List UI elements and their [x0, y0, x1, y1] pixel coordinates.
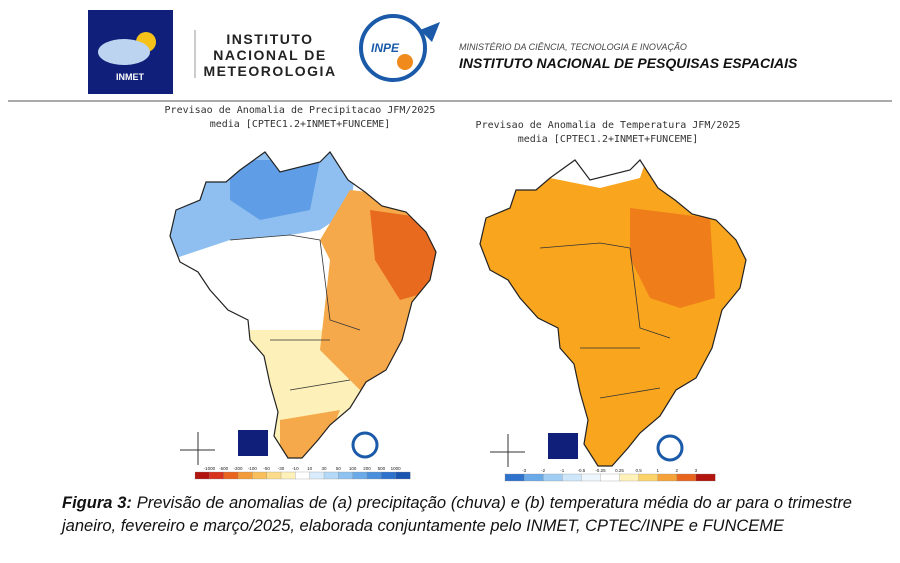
inmet-name: NACIONAL DE [213, 47, 326, 63]
inmet-name: INSTITUTO [226, 31, 313, 47]
colorbar-segment [695, 473, 716, 482]
colorbar-label: 3 [695, 468, 698, 473]
caption-label: Figura 3: [62, 494, 132, 512]
colorbar-label: 0.25 [615, 468, 624, 473]
inpe-arrow [420, 22, 440, 42]
colorbar-segment [280, 471, 296, 480]
colorbar-segment [295, 471, 311, 480]
colorbar-label: -3 [522, 468, 526, 473]
inpe-logo-text: INPE [371, 41, 400, 55]
inpe-dot [397, 54, 413, 70]
colorbar-segment [638, 473, 659, 482]
colorbar-label: 500 [378, 466, 386, 471]
temp-map [479, 159, 747, 467]
small-logos [180, 430, 684, 467]
colorbar-label: 30 [321, 466, 327, 471]
colorbar-label: -0.25 [595, 468, 606, 473]
region [370, 210, 436, 300]
colorbar-label: 10 [307, 466, 313, 471]
region [630, 208, 715, 308]
colorbar-segment [504, 473, 525, 482]
colorbar-label: -500 [219, 466, 229, 471]
colorbar-label: 1000 [391, 466, 402, 471]
colorbar-segment [194, 471, 210, 480]
colorbar-label: -100 [248, 466, 258, 471]
inmet-logo-text: INMET [116, 72, 145, 82]
colorbar-label: -200 [233, 466, 243, 471]
figure: INMET INSTITUTO NACIONAL DE METEOROLOGIA… [8, 10, 892, 482]
colorbar-segment [395, 471, 411, 480]
colorbar-label: -50 [263, 466, 270, 471]
colorbar-segment [252, 471, 268, 480]
colorbar-segment [338, 471, 354, 480]
colorbar-segment [323, 471, 339, 480]
colorbar-segment [381, 471, 397, 480]
state-borders [539, 242, 671, 399]
colorbar-label: -1 [560, 468, 564, 473]
ministry: MINISTÉRIO DA CIÊNCIA, TECNOLOGIA E INOV… [459, 42, 687, 52]
caption: Figura 3: Previsão de anomalias de (a) p… [62, 492, 852, 538]
inpe-logo [359, 14, 427, 82]
colorbar-segment [543, 473, 563, 482]
colorbar-label: 50 [336, 466, 342, 471]
colorbar-segment [619, 473, 640, 482]
colorbar-label: -10 [292, 466, 299, 471]
colorbar-label: 100 [349, 466, 357, 471]
state-borders [229, 234, 361, 391]
colorbar-segment [676, 473, 697, 482]
colorbar-segment [523, 473, 544, 482]
colorbar-segment [223, 471, 239, 480]
precip-map [169, 151, 437, 459]
colorbar-label: 0.5 [636, 468, 643, 473]
inpe-name: INSTITUTO NACIONAL DE PESQUISAS ESPACIAI… [459, 55, 798, 71]
region [480, 160, 746, 466]
colorbar-segment [581, 473, 601, 482]
inmet-name: METEOROLOGIA [203, 63, 336, 79]
colorbar-label: 200 [363, 466, 371, 471]
colorbar-segment [352, 471, 368, 480]
map-title: Previsao de Anomalia de Precipitacao JFM… [165, 105, 436, 116]
colorbar-label: 1 [656, 468, 659, 473]
colorbar-segment [657, 473, 678, 482]
colorbar-segment [600, 473, 620, 482]
colorbar-segment [209, 471, 225, 480]
map-title: media [CPTEC1.2+INMET+FUNCEME] [518, 134, 699, 145]
colorbar-segment [266, 471, 282, 480]
region [230, 160, 320, 220]
colorbar-segment [309, 471, 325, 480]
colorbar-segment [237, 471, 253, 480]
map-title: media [CPTEC1.2+INMET+FUNCEME] [210, 119, 391, 130]
colorbar-label: -30 [278, 466, 285, 471]
map-title: Previsao de Anomalia de Temperatura JFM/… [476, 120, 741, 131]
colorbar-label: -2 [541, 468, 545, 473]
colorbar-segment [562, 473, 582, 482]
colorbar-label: -1000 [204, 466, 216, 471]
cloud [98, 39, 150, 65]
colorbar-segment [366, 471, 382, 480]
caption-text: Previsão de anomalias de (a) precipitaçã… [62, 494, 852, 535]
colorbar-label: -0.5 [577, 468, 585, 473]
colorbar-label: 2 [676, 468, 679, 473]
